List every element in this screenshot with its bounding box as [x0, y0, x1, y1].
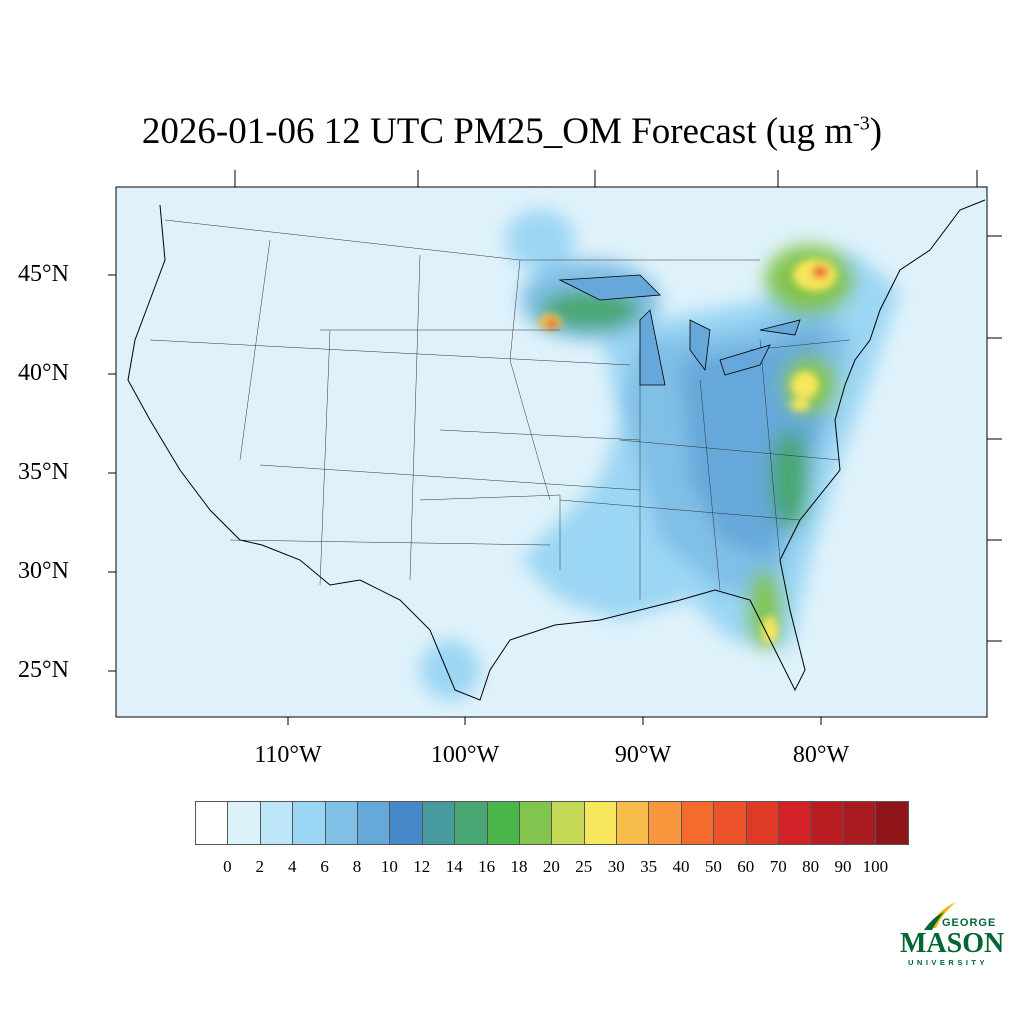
colorbar-label: 2 — [255, 857, 265, 876]
lat-label: 30°N — [18, 558, 69, 584]
great-lakes — [558, 274, 801, 386]
colorbar-swatch — [745, 802, 779, 844]
colorbar-label: 50 — [704, 857, 722, 876]
colorbar-label: 12 — [413, 857, 431, 876]
colorbar-swatch — [356, 802, 390, 844]
title-close: ) — [869, 111, 883, 152]
colorbar-label: 4 — [287, 857, 297, 876]
svg-text:MASON: MASON — [900, 928, 1004, 959]
colorbar-label: 10 — [380, 857, 398, 876]
colorbar-label: 16 — [478, 857, 496, 876]
lat-label: 40°N — [18, 360, 69, 386]
colorbar-swatch — [778, 802, 811, 844]
colorbar-label: 18 — [510, 857, 528, 876]
colorbar — [195, 801, 909, 845]
colorbar-label: 70 — [769, 857, 787, 876]
colorbar-label: 40 — [672, 857, 690, 876]
map-title: 2026-01-06 12 UTC PM25_OM Forecast (ug m… — [0, 110, 1024, 153]
colorbar-swatch — [227, 802, 260, 844]
colorbar-label: 35 — [640, 857, 658, 876]
lon-label: 90°W — [614, 742, 672, 768]
colorbar-swatch — [518, 802, 552, 844]
title-text: 2026-01-06 12 UTC PM25_OM Forecast (ug m — [141, 111, 854, 152]
colorbar-label: 6 — [320, 857, 329, 876]
lat-label: 25°N — [18, 657, 69, 683]
colorbar-swatch — [842, 802, 876, 844]
lon-label: 100°W — [430, 742, 500, 768]
colorbar-swatch — [486, 802, 519, 844]
title-exponent: -3 — [853, 112, 870, 135]
colorbar-label: 100 — [862, 857, 889, 876]
colorbar-label: 25 — [575, 857, 593, 876]
colorbar-label: 8 — [352, 857, 362, 876]
colorbar-label: 14 — [445, 857, 463, 876]
colorbar-label: 30 — [607, 857, 625, 876]
colorbar-swatch — [292, 802, 325, 844]
colorbar-swatch — [196, 802, 228, 844]
colorbar-label: 60 — [737, 857, 755, 876]
colorbar-swatch — [648, 802, 681, 844]
svg-text:GEORGE: GEORGE — [942, 917, 996, 929]
coastline — [127, 199, 986, 701]
colorbar-swatch — [551, 802, 584, 844]
state-borders — [149, 219, 851, 600]
axis-ticks — [108, 170, 1002, 725]
lat-label: 45°N — [18, 261, 69, 287]
colorbar-swatch — [389, 802, 422, 844]
george-mason-logo: GEORGE MASON UNIVERSITY — [900, 902, 1004, 967]
colorbar-swatch — [875, 802, 908, 844]
colorbar-swatch — [810, 802, 843, 844]
lon-label: 110°W — [254, 742, 322, 768]
svg-text:UNIVERSITY: UNIVERSITY — [908, 958, 988, 967]
colorbar-label: 90 — [834, 857, 852, 876]
colorbar-swatch — [616, 802, 649, 844]
colorbar-label: 20 — [542, 857, 560, 876]
lat-label: 35°N — [18, 459, 69, 485]
colorbar-swatch — [454, 802, 487, 844]
hotspots — [538, 259, 837, 644]
colorbar-swatch — [713, 802, 746, 844]
colorbar-swatch — [259, 802, 293, 844]
colorbar-swatch — [324, 802, 357, 844]
colorbar-swatch — [421, 802, 455, 844]
colorbar-label: 80 — [802, 857, 820, 876]
lon-label: 80°W — [792, 742, 850, 768]
colorbar-swatch — [680, 802, 714, 844]
colorbar-swatch — [583, 802, 617, 844]
map-frame — [115, 186, 988, 718]
colorbar-label: 0 — [223, 857, 232, 876]
